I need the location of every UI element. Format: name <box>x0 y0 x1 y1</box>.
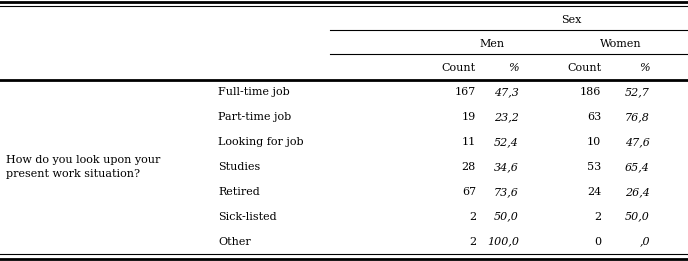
Text: 53: 53 <box>587 162 601 172</box>
Text: 34,6: 34,6 <box>494 162 519 172</box>
Text: 50,0: 50,0 <box>625 212 650 222</box>
Text: 2: 2 <box>469 236 476 247</box>
Text: Other: Other <box>218 236 250 247</box>
Text: Women: Women <box>600 39 641 49</box>
Text: 167: 167 <box>455 87 476 97</box>
Text: Sick-listed: Sick-listed <box>218 212 277 222</box>
Text: 47,6: 47,6 <box>625 137 650 147</box>
Text: Count: Count <box>442 63 476 73</box>
Text: 50,0: 50,0 <box>494 212 519 222</box>
Text: Looking for job: Looking for job <box>218 137 303 147</box>
Text: Part-time job: Part-time job <box>218 112 291 122</box>
Text: present work situation?: present work situation? <box>6 169 140 179</box>
Text: 19: 19 <box>462 112 476 122</box>
Text: Men: Men <box>480 39 505 49</box>
Text: %: % <box>508 63 519 73</box>
Text: 2: 2 <box>594 212 601 222</box>
Text: 2: 2 <box>469 212 476 222</box>
Text: 28: 28 <box>462 162 476 172</box>
Text: 65,4: 65,4 <box>625 162 650 172</box>
Text: %: % <box>639 63 650 73</box>
Text: 63: 63 <box>587 112 601 122</box>
Text: 0: 0 <box>594 236 601 247</box>
Text: 10: 10 <box>587 137 601 147</box>
Text: 52,7: 52,7 <box>625 87 650 97</box>
Text: 76,8: 76,8 <box>625 112 650 122</box>
Text: 67: 67 <box>462 187 476 197</box>
Text: Count: Count <box>567 63 601 73</box>
Text: Studies: Studies <box>218 162 260 172</box>
Text: Retired: Retired <box>218 187 260 197</box>
Text: 11: 11 <box>462 137 476 147</box>
Text: 23,2: 23,2 <box>494 112 519 122</box>
Text: 26,4: 26,4 <box>625 187 650 197</box>
Text: ,0: ,0 <box>639 236 650 247</box>
Text: 24: 24 <box>587 187 601 197</box>
Text: 100,0: 100,0 <box>487 236 519 247</box>
Text: Full-time job: Full-time job <box>218 87 290 97</box>
Text: How do you look upon your: How do you look upon your <box>6 155 160 165</box>
Text: Sex: Sex <box>561 15 581 25</box>
Text: 52,4: 52,4 <box>494 137 519 147</box>
Text: 47,3: 47,3 <box>494 87 519 97</box>
Text: 186: 186 <box>579 87 601 97</box>
Text: 73,6: 73,6 <box>494 187 519 197</box>
